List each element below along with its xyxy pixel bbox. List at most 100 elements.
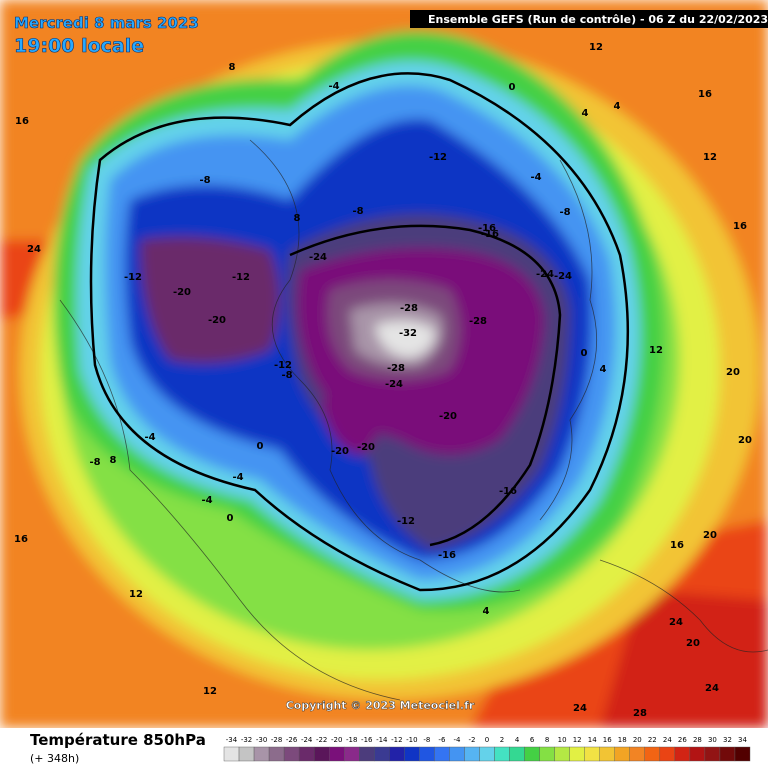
colorbar-swatch — [359, 746, 375, 762]
contour-label: -4 — [201, 495, 212, 506]
colorbar-swatch — [464, 746, 480, 762]
contour-label: 24 — [669, 617, 683, 628]
contour-label: 12 — [589, 42, 603, 53]
colorbar-label: 4 — [515, 736, 520, 744]
colorbar-label: 6 — [530, 736, 535, 744]
colorbar-label: -24 — [301, 736, 313, 744]
colorbar-swatch — [329, 746, 345, 762]
contour-label: 12 — [129, 589, 143, 600]
colorbar-swatch — [494, 746, 510, 762]
colorbar-swatch — [689, 746, 706, 762]
contour-label: -32 — [399, 328, 417, 339]
colorbar-label: -30 — [256, 736, 267, 744]
colorbar-swatch — [253, 746, 270, 762]
contour-label: 16 — [698, 89, 712, 100]
colorbar-label: -32 — [241, 736, 252, 744]
contour-label: -20 — [357, 442, 375, 453]
contour-label: 4 — [614, 101, 621, 112]
colorbar-label: 0 — [485, 736, 489, 744]
contour-label: -16 — [438, 550, 456, 561]
contour-label: -4 — [530, 172, 541, 183]
colorbar-swatch — [268, 746, 285, 762]
colorbar-swatch — [734, 746, 751, 762]
contour-label: -8 — [281, 370, 292, 381]
colorbar-swatch — [374, 746, 390, 762]
colorbar-label: 18 — [618, 736, 627, 744]
colorbar-label: 34 — [738, 736, 747, 744]
footer: Température 850hPa (+ 348h) -34 -32 -30 -28… — [0, 728, 768, 768]
run-banner — [410, 10, 768, 28]
colorbar-label: -6 — [438, 736, 446, 744]
colorbar-label: -18 — [346, 736, 357, 744]
colorbar-swatch — [389, 746, 405, 762]
colorbar-label: 30 — [708, 736, 717, 744]
colorbar-swatch — [479, 746, 495, 762]
colorbar-swatch — [344, 746, 360, 762]
colorbar-swatch — [599, 746, 615, 762]
contour-label: 8 — [294, 213, 301, 224]
footer-lead: (+ 348h) — [30, 752, 79, 765]
colorbar-label: 14 — [588, 736, 597, 744]
colorbar-swatch — [704, 746, 721, 762]
contour-label: -12 — [397, 516, 415, 527]
contour-label: -24 — [309, 252, 327, 263]
contour-label: -20 — [173, 287, 191, 298]
colorbar-swatch — [283, 746, 300, 762]
contour-label: -4 — [328, 81, 339, 92]
colorbar-label: -22 — [316, 736, 327, 744]
colorbar-swatch — [659, 746, 676, 762]
colorbar-label: -8 — [423, 736, 430, 744]
colorbar-swatch — [554, 746, 570, 762]
colorbar-label: -16 — [361, 736, 373, 744]
colorbar-swatch — [313, 746, 330, 762]
header: Mercredi 8 mars 2023 19:00 locale Ensemb… — [14, 10, 768, 712]
contour-label: -20 — [439, 411, 457, 422]
contour-label: 4 — [483, 606, 490, 617]
contour-label: 0 — [581, 348, 588, 359]
contour-label: 4 — [600, 364, 607, 375]
colorbar-label: -26 — [286, 736, 298, 744]
colorbar-swatch — [404, 746, 420, 762]
contour-label: 20 — [686, 638, 700, 649]
colorbar-swatch — [419, 746, 435, 762]
colorbar-label: -2 — [468, 736, 475, 744]
contour-label: 16 — [14, 534, 28, 545]
colorbar-swatch — [674, 746, 691, 762]
colorbar-label: -12 — [391, 736, 402, 744]
colorbar-swatch — [644, 746, 661, 762]
contour-label: -24 — [554, 271, 572, 282]
contour-label: 12 — [703, 152, 717, 163]
contour-label: -8 — [89, 457, 100, 468]
date: Mercredi 8 mars 2023 — [14, 14, 199, 32]
contour-label: -12 — [232, 272, 250, 283]
contour-label: 16 — [733, 221, 747, 232]
colorbar-swatch — [434, 746, 450, 762]
contour-label: -24 — [536, 269, 554, 280]
contour-label: -16 — [478, 223, 496, 234]
contour-labels: -32-28-28-28-24-24 -24-24-20-20-20-20 -20-… — [14, 42, 752, 719]
contour-label: 8 — [229, 62, 236, 73]
contour-label: 0 — [509, 82, 516, 93]
colorbar-swatch — [449, 746, 465, 762]
colorbar-label: -34 — [226, 736, 238, 744]
contour-label: -28 — [387, 363, 405, 374]
colorbar-label: -4 — [453, 736, 461, 744]
colorbar-label: 2 — [500, 736, 504, 744]
contour-label: 16 — [15, 116, 29, 127]
contour-label: 0 — [257, 441, 264, 452]
colorbar-swatch — [584, 746, 600, 762]
contour-label: -4 — [144, 432, 155, 443]
contour-label: -12 — [429, 152, 447, 163]
contour-label: 24 — [705, 683, 719, 694]
footer-title: Température 850hPa — [30, 731, 206, 749]
colorbar-label: 32 — [723, 736, 732, 744]
contour-label: 20 — [703, 530, 717, 541]
coastlines — [59, 139, 768, 701]
colorbar-label: -20 — [331, 736, 342, 744]
colorbar-swatch — [719, 746, 736, 762]
contour-label: -8 — [199, 175, 210, 186]
contour-label: -28 — [400, 303, 418, 314]
contour-label: -20 — [331, 446, 349, 457]
contour-label: 12 — [649, 345, 663, 356]
contour-label: -4 — [232, 472, 243, 483]
